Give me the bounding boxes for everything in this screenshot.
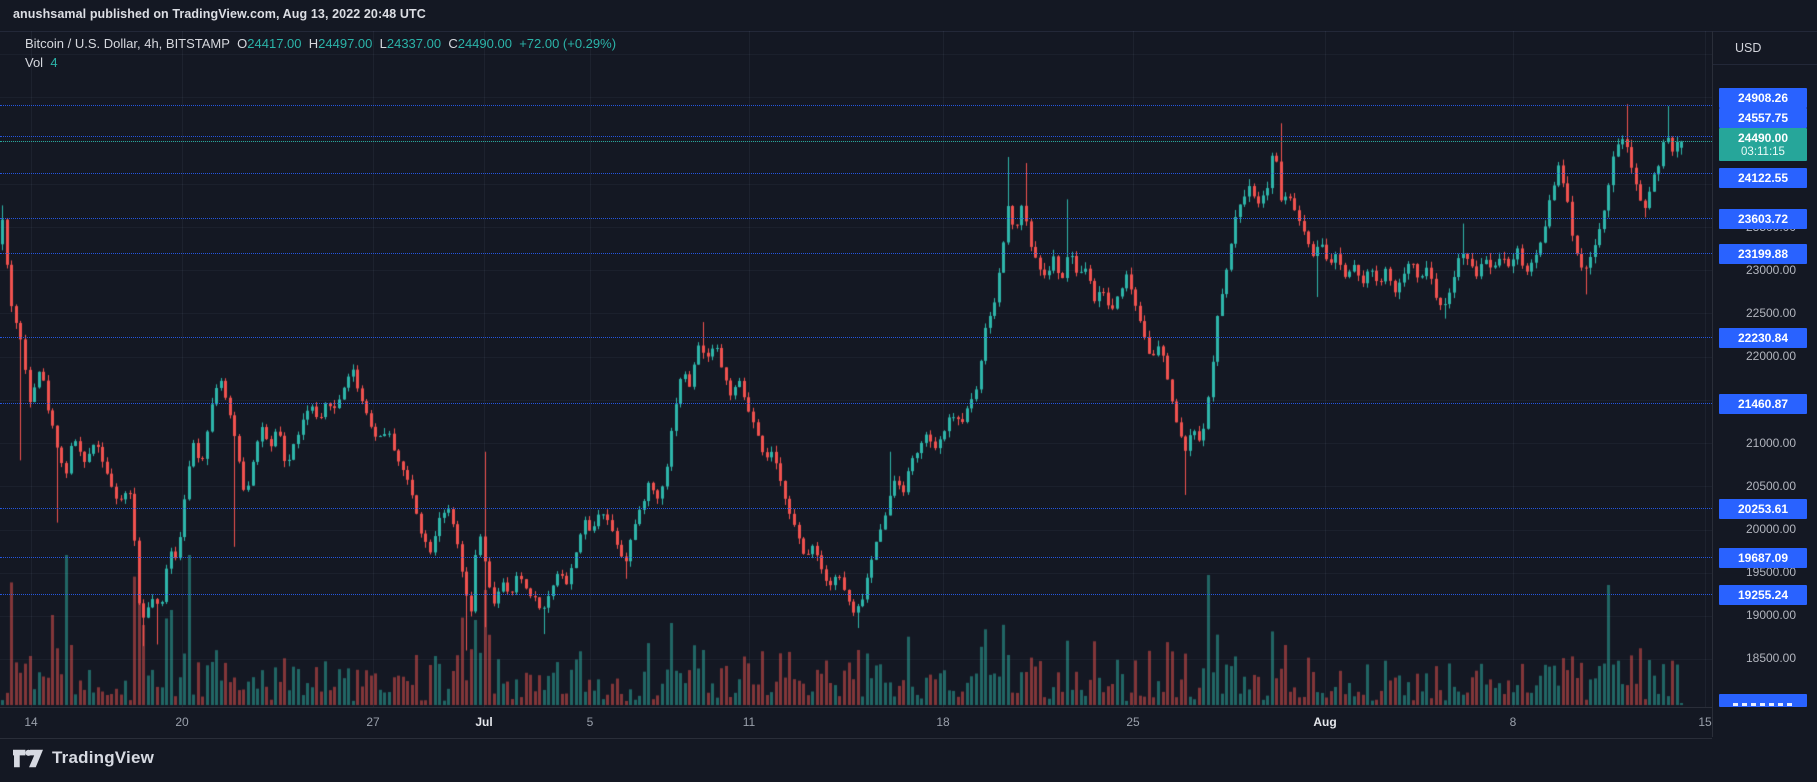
horizontal-gridline (0, 443, 1712, 444)
currency-underline (1713, 64, 1817, 65)
price-tick-label: 22000.00 (1745, 349, 1797, 363)
vertical-gridline (31, 31, 32, 707)
alert-price-label-clipped (1719, 694, 1807, 707)
alert-price-label[interactable]: 19687.09 (1719, 548, 1807, 568)
tradingview-branding[interactable]: TradingView (13, 748, 154, 768)
alert-price-label[interactable]: 21460.87 (1719, 394, 1807, 414)
time-tick-label: 5 (586, 715, 594, 729)
horizontal-gridline (0, 184, 1712, 185)
alert-line[interactable] (0, 508, 1712, 509)
tradingview-wordmark: TradingView (52, 748, 155, 767)
time-tick-label: Jul (475, 715, 493, 729)
price-axis[interactable]: USD 23500.0023000.0022500.0022000.002100… (1712, 31, 1817, 737)
alert-price-label[interactable]: 19255.24 (1719, 585, 1807, 605)
symbol-title[interactable]: Bitcoin / U.S. Dollar, 4h, BITSTAMP (25, 36, 230, 51)
alert-line[interactable] (0, 337, 1712, 338)
price-tick-label: 23000.00 (1745, 263, 1797, 277)
price-tick-label: 19000.00 (1745, 608, 1797, 622)
alert-line[interactable] (0, 173, 1712, 174)
vertical-gridline (1325, 31, 1326, 707)
symbol-row: Bitcoin / U.S. Dollar, 4h, BITSTAMP O244… (25, 36, 616, 51)
price-tick-label: 19500.00 (1745, 565, 1797, 579)
price-tick-label: 20500.00 (1745, 479, 1797, 493)
alert-line[interactable] (0, 557, 1712, 558)
horizontal-gridline (0, 486, 1712, 487)
vertical-gridline (182, 31, 183, 707)
horizontal-gridline (0, 97, 1712, 98)
time-tick-label: 25 (1126, 715, 1140, 729)
chart-legend[interactable]: Bitcoin / U.S. Dollar, 4h, BITSTAMP O244… (25, 36, 616, 70)
vertical-gridline (943, 31, 944, 707)
volume-value: 4 (50, 55, 58, 70)
price-tick-label: 22500.00 (1745, 306, 1797, 320)
candlestick-canvas[interactable] (0, 31, 1712, 707)
alert-price-label[interactable]: 22230.84 (1719, 328, 1807, 348)
alert-line[interactable] (0, 218, 1712, 219)
alert-price-label[interactable]: 24908.26 (1719, 88, 1807, 108)
alert-price-label[interactable]: 20253.61 (1719, 499, 1807, 519)
time-tick-label: 15 (1698, 715, 1712, 729)
horizontal-gridline (0, 270, 1712, 271)
vertical-gridline (1513, 31, 1514, 707)
alert-price-label[interactable]: 24557.75 (1719, 108, 1807, 128)
last-price-value: 24490.00 (1737, 131, 1789, 145)
horizontal-gridline (0, 573, 1712, 574)
horizontal-gridline (0, 616, 1712, 617)
ohlc-high-value: 24497.00 (318, 36, 373, 51)
horizontal-gridline (0, 530, 1712, 531)
horizontal-gridline (0, 357, 1712, 358)
time-tick-label: 14 (24, 715, 38, 729)
time-tick-label: Aug (1313, 715, 1337, 729)
last-price-line (0, 141, 1712, 142)
price-tick-label: 21000.00 (1745, 436, 1797, 450)
alert-line[interactable] (0, 594, 1712, 595)
ohlc-low-value: 24337.00 (386, 36, 442, 51)
ohlc-open-label: O (237, 36, 248, 51)
horizontal-gridline (0, 400, 1712, 401)
vertical-gridline (373, 31, 374, 707)
time-tick-label: 18 (936, 715, 950, 729)
change-value: +72.00 (+0.29%) (519, 36, 617, 51)
vertical-gridline (749, 31, 750, 707)
horizontal-gridline (0, 313, 1712, 314)
price-axis-currency[interactable]: USD (1735, 41, 1762, 55)
time-tick-label: 11 (742, 715, 756, 729)
alert-line[interactable] (0, 403, 1712, 404)
chart-plot-area[interactable]: Bitcoin / U.S. Dollar, 4h, BITSTAMP O244… (0, 31, 1712, 707)
bar-countdown: 03:11:15 (1741, 146, 1785, 158)
attribution-text: anushsamal published on TradingView.com,… (13, 7, 426, 21)
volume-row: Vol 4 (25, 55, 616, 70)
time-tick-label: 20 (175, 715, 189, 729)
horizontal-gridline (0, 659, 1712, 660)
ohlc-low-label: L (379, 36, 387, 51)
last-price-label: 24490.00 03:11:15 (1719, 128, 1807, 161)
ohlc-high-label: H (308, 36, 319, 51)
time-tick-label: 27 (366, 715, 380, 729)
alert-price-label[interactable]: 24122.55 (1719, 168, 1807, 188)
horizontal-gridline (0, 54, 1712, 55)
price-tick-label: 20000.00 (1745, 522, 1797, 536)
alert-line[interactable] (0, 253, 1712, 254)
alert-line[interactable] (0, 136, 1712, 137)
vertical-gridline (1133, 31, 1134, 707)
alert-line[interactable] (0, 105, 1712, 106)
vertical-gridline (1705, 31, 1706, 707)
alert-price-label[interactable]: 23603.72 (1719, 209, 1807, 229)
ohlc-open-value: 24417.00 (247, 36, 302, 51)
time-axis[interactable]: 14 20 27 Jul 5 11 18 25 Aug 8 15 (0, 707, 1712, 739)
vertical-gridline (590, 31, 591, 707)
tradingview-logo-icon (13, 749, 43, 767)
volume-label[interactable]: Vol (25, 55, 44, 70)
time-tick-label: 8 (1509, 715, 1517, 729)
horizontal-gridline (0, 227, 1712, 228)
alert-price-label[interactable]: 23199.88 (1719, 244, 1807, 264)
vertical-gridline (484, 31, 485, 707)
ohlc-close-value: 24490.00 (457, 36, 512, 51)
price-tick-label: 18500.00 (1745, 651, 1797, 665)
ohlc-close-label: C (448, 36, 458, 51)
